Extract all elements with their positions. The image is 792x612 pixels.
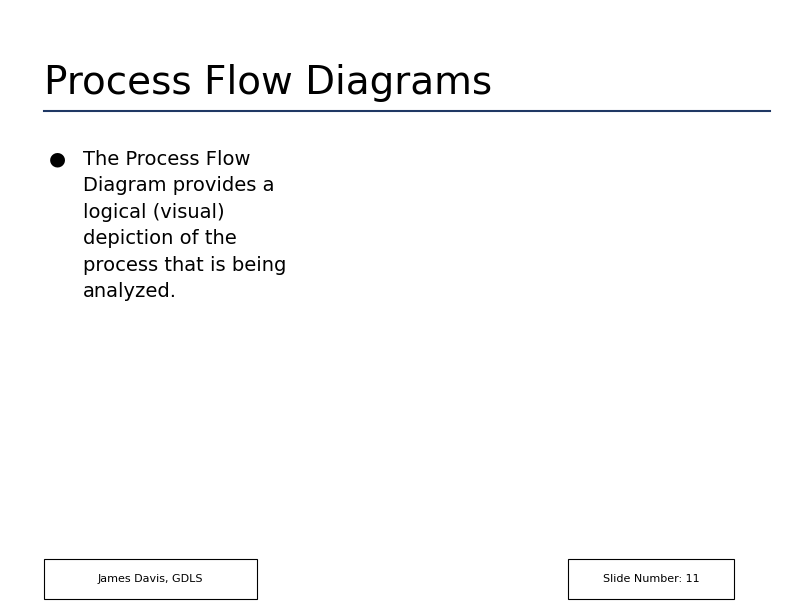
Text: The Process Flow
Diagram provides a
logical (visual)
depiction of the
process th: The Process Flow Diagram provides a logi…	[83, 150, 287, 302]
Text: Slide Number: 11: Slide Number: 11	[603, 573, 699, 584]
Text: James Davis, GDLS: James Davis, GDLS	[97, 573, 204, 584]
Text: ●: ●	[49, 150, 66, 169]
Text: Process Flow Diagrams: Process Flow Diagrams	[44, 64, 492, 102]
FancyBboxPatch shape	[568, 559, 734, 599]
FancyBboxPatch shape	[44, 559, 257, 599]
